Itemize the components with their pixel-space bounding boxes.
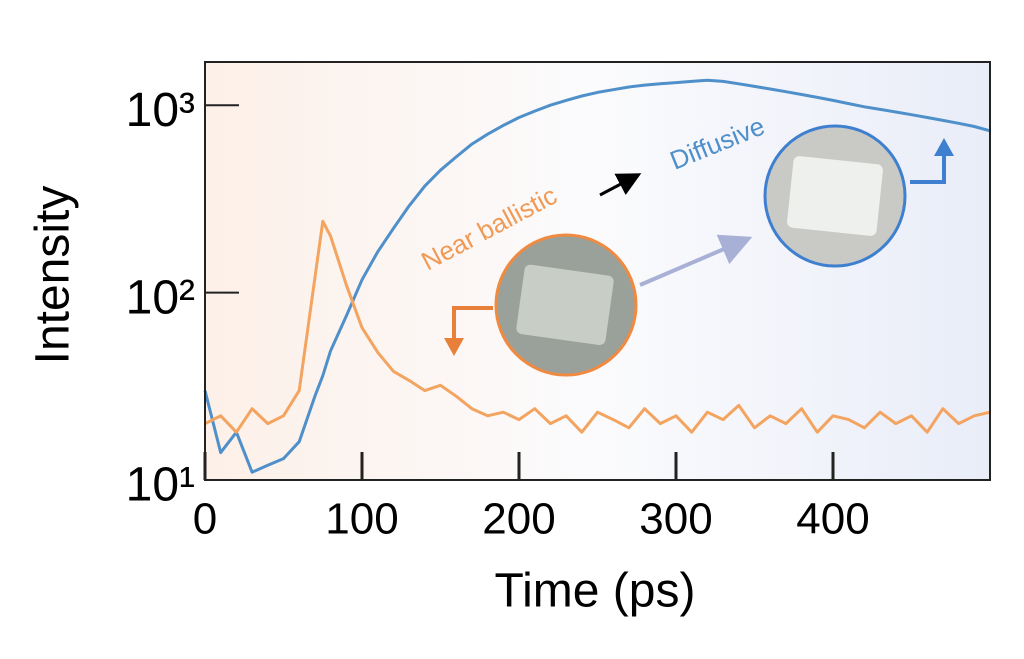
x-tick-label: 0 bbox=[193, 495, 217, 544]
arrow-head bbox=[444, 338, 464, 356]
arrow bbox=[639, 234, 753, 287]
x-tick-label: 200 bbox=[482, 495, 555, 544]
sample-photo bbox=[516, 264, 614, 346]
plot-area bbox=[203, 78, 991, 474]
sample-photo bbox=[787, 156, 883, 236]
y-axis-label: Intensity bbox=[27, 186, 80, 365]
x-axis-label: Time (ps) bbox=[495, 565, 696, 618]
arrow bbox=[910, 152, 946, 184]
y-tick-label: 10¹ bbox=[126, 459, 195, 512]
y-tick-label: 10² bbox=[126, 271, 195, 324]
arrow-head bbox=[934, 138, 954, 156]
arrow bbox=[599, 173, 642, 197]
series-line bbox=[203, 78, 991, 474]
y-tick-label: 10³ bbox=[126, 84, 195, 137]
x-tick-label: 400 bbox=[796, 495, 869, 544]
x-tick-label: 100 bbox=[325, 495, 398, 544]
plot-frame bbox=[204, 61, 991, 481]
arrow bbox=[452, 306, 493, 340]
x-tick-label: 300 bbox=[639, 495, 712, 544]
series-line bbox=[204, 219, 991, 434]
